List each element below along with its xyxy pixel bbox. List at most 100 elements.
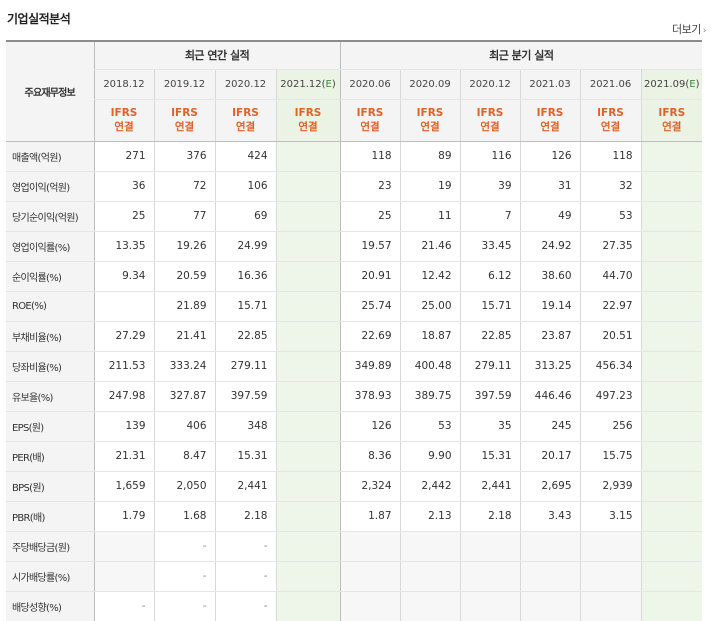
table-cell: 8.36 xyxy=(339,441,401,472)
table-row: 시가배당률(%) - - xyxy=(6,561,703,592)
table-cell: 22.69 xyxy=(339,320,401,352)
table-cell xyxy=(640,201,703,232)
table-cell xyxy=(640,291,703,322)
table-cell: 446.46 xyxy=(519,381,581,412)
table-cell: 20.51 xyxy=(579,320,642,352)
ifrs-label: IFRS xyxy=(294,107,322,119)
table-cell: 1.87 xyxy=(339,501,401,532)
row-label: 영업이익률(%) xyxy=(6,230,94,262)
table-cell xyxy=(640,351,703,382)
table-cell xyxy=(275,141,341,172)
row-label: 순이익률(%) xyxy=(6,261,94,292)
table-cell: 15.71 xyxy=(214,291,276,322)
table-cell: 21.31 xyxy=(93,441,154,472)
period-label: 2021.09(E) xyxy=(644,78,700,90)
table-cell: 424 xyxy=(214,141,276,172)
table-cell xyxy=(275,471,341,502)
table-cell: 497.23 xyxy=(579,381,642,412)
row-label: 유보율(%) xyxy=(6,381,94,412)
consolidated-label: 연결 xyxy=(174,121,195,133)
table-cell xyxy=(399,530,461,562)
table-row: 부채비율(%) 27.29 21.41 22.85 22.69 18.87 22.85 23.… xyxy=(6,320,703,352)
table-cell: 24.99 xyxy=(214,230,276,262)
table-cell: 2,939 xyxy=(579,471,642,502)
table-cell xyxy=(399,591,461,621)
row-label: 당좌비율(%) xyxy=(6,351,94,382)
ifrs-badge: IFRS 연결 xyxy=(275,99,341,142)
ifrs-label: IFRS xyxy=(232,107,259,119)
table-cell xyxy=(640,410,703,442)
consolidated-label: 연결 xyxy=(540,121,560,133)
table-cell xyxy=(275,381,341,412)
row-label: PBR(배) xyxy=(6,501,94,532)
table-cell: 1.79 xyxy=(93,501,154,532)
more-link[interactable]: 더보기 › xyxy=(672,21,707,37)
table-cell: 53 xyxy=(579,201,642,232)
section-title: 기업실적분석 xyxy=(7,12,71,26)
table-cell xyxy=(640,530,703,562)
consolidated-label: 연결 xyxy=(114,121,134,133)
table-cell: 24.92 xyxy=(519,230,581,262)
ifrs-badge: IFRS 연결 xyxy=(214,99,276,142)
table-cell xyxy=(640,561,703,592)
table-row: EPS(원) 139 406 348 126 53 35 245 256 xyxy=(6,410,703,442)
ifrs-badge: IFRS 연결 xyxy=(519,99,581,142)
ifrs-label: IFRS xyxy=(171,107,198,119)
table-cell: 245 xyxy=(519,410,581,442)
table-cell: - xyxy=(214,561,276,592)
period-header: 2020.12 xyxy=(459,69,521,100)
ifrs-badge: IFRS 연결 xyxy=(640,99,703,142)
table-cell: 2,441 xyxy=(459,471,521,502)
table-cell: 12.42 xyxy=(399,261,461,292)
table-cell xyxy=(640,171,703,202)
table-cell: 139 xyxy=(93,410,154,442)
consolidated-label: 연결 xyxy=(360,121,380,133)
table-cell xyxy=(459,591,521,621)
table-cell: 11 xyxy=(399,201,461,232)
table-cell: 77 xyxy=(153,201,215,232)
table-row: ROE(%) 21.89 15.71 25.74 25.00 15.71 19.14 22.9… xyxy=(6,291,703,322)
table-cell: 20.91 xyxy=(339,261,401,292)
row-label: EPS(원) xyxy=(6,410,94,442)
table-cell: - xyxy=(153,561,215,592)
table-cell: 31 xyxy=(519,171,581,202)
period-header: 2021.09(E) xyxy=(640,69,703,100)
table-cell: - xyxy=(153,591,215,621)
table-cell: 271 xyxy=(93,141,154,172)
ifrs-badge: IFRS 연결 xyxy=(93,99,154,142)
table-cell: 116 xyxy=(459,141,521,172)
ifrs-label: IFRS xyxy=(536,107,564,119)
ifrs-badge: IFRS 연결 xyxy=(399,99,461,142)
period-header: 2021.06 xyxy=(579,69,642,100)
period-header: 2020.06 xyxy=(339,69,401,100)
table-cell: 279.11 xyxy=(214,351,276,382)
table-cell: 2,050 xyxy=(153,471,215,502)
table-cell: 348 xyxy=(214,410,276,442)
row-label: 시가배당률(%) xyxy=(6,561,94,592)
row-label: ROE(%) xyxy=(6,291,94,322)
table-row: 영업이익(억원) 36 72 106 23 19 39 31 32 xyxy=(6,171,703,202)
table-cell: 19 xyxy=(399,171,461,202)
table-cell: 2,441 xyxy=(214,471,276,502)
table-cell xyxy=(93,561,154,592)
table-cell: 2,695 xyxy=(519,471,581,502)
table-cell xyxy=(275,591,341,621)
table-row: BPS(원) 1,659 2,050 2,441 2,324 2,442 2,441 2,69… xyxy=(6,471,703,502)
table-cell: 3.15 xyxy=(579,501,642,532)
table-cell: 89 xyxy=(399,141,461,172)
table-cell: 27.29 xyxy=(93,320,154,352)
table-cell: 327.87 xyxy=(153,381,215,412)
consolidated-label: 연결 xyxy=(480,121,500,133)
table-cell: 376 xyxy=(153,141,215,172)
period-header: 2020.12 xyxy=(214,69,276,100)
ifrs-badge: IFRS 연결 xyxy=(459,99,521,142)
table-cell: 118 xyxy=(579,141,642,172)
table-cell xyxy=(399,561,461,592)
table-cell: 8.47 xyxy=(153,441,215,472)
table-row: 배당성향(%) - - - xyxy=(6,591,703,621)
table-cell: 38.60 xyxy=(519,261,581,292)
table-cell xyxy=(579,591,642,621)
table-cell: 1.68 xyxy=(153,501,215,532)
table-cell xyxy=(640,261,703,292)
table-cell: 400.48 xyxy=(399,351,461,382)
